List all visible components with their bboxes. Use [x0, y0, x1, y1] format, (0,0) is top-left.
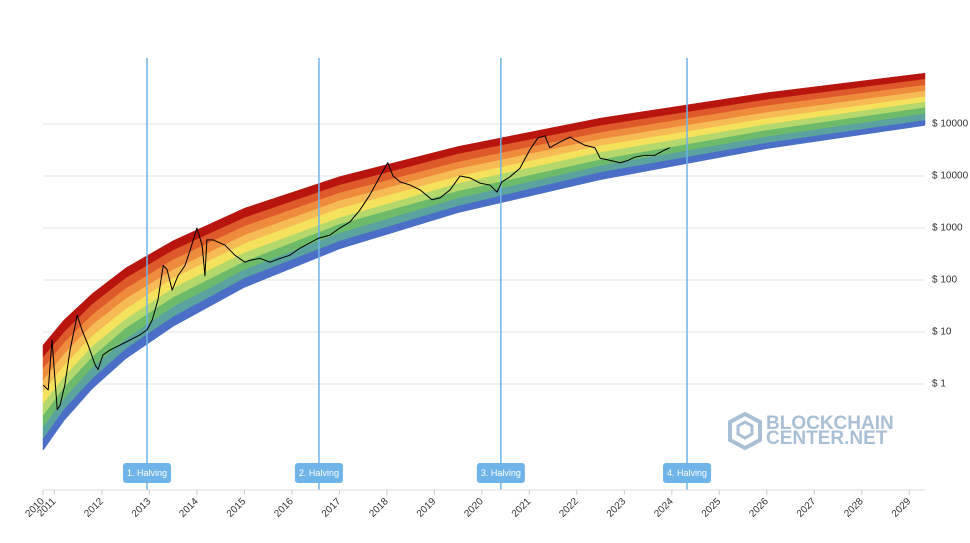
halving-label-bg — [294, 463, 343, 483]
x-tick-label: 2016 — [272, 496, 296, 520]
x-tick-label: 2029 — [890, 496, 914, 520]
x-tick-label: 2014 — [177, 496, 201, 520]
halvings: 1. Halving 2. Halving 3. Halving 4. Halving — [123, 58, 712, 490]
halving-label-bg — [123, 463, 172, 483]
halving-label-box: 3. Halving — [476, 463, 525, 483]
x-tick-label: 2019 — [415, 496, 439, 520]
x-tick-label: 2021 — [510, 496, 534, 520]
x-tick-label: 2022 — [557, 496, 581, 520]
rainbow-band — [42, 72, 926, 358]
price-line — [42, 135, 671, 411]
watermark-line-2: CENTER.NET — [766, 428, 888, 449]
x-tick-label: 2023 — [605, 496, 629, 520]
halving-label-bg — [663, 463, 712, 483]
price — [42, 135, 671, 411]
x-tick-label: 2028 — [842, 496, 866, 520]
y-tick-label: $ 10000 — [932, 171, 969, 182]
y-tick-label: $ 100 — [932, 275, 957, 286]
x-tick-label: 2012 — [82, 496, 106, 520]
halving-label: 2. Halving — [299, 468, 339, 478]
y-tick-label: $ 10000 — [932, 119, 969, 130]
x-tick-label: 2026 — [747, 496, 771, 520]
x-tick-label: 2025 — [700, 496, 724, 520]
x-tick-label: 2018 — [367, 496, 391, 520]
x-tick-label: 2015 — [225, 496, 249, 520]
x-tick-label: 2020 — [462, 496, 486, 520]
x-tick-label: 2017 — [320, 496, 344, 520]
x-tick-label: 2024 — [652, 496, 676, 520]
logo-icon — [728, 411, 762, 451]
y-tick-label: $ 1 — [932, 379, 946, 390]
y-tick-label: $ 1000 — [932, 223, 963, 234]
y-tick-label: $ 10 — [932, 327, 952, 338]
x-tick-label: 2027 — [795, 496, 819, 520]
halving-label: 1. Halving — [127, 468, 167, 478]
halving-label-box: 1. Halving — [123, 463, 172, 483]
halving-label: 3. Halving — [481, 468, 521, 478]
bands — [42, 72, 926, 451]
x-tick-label: 2013 — [130, 496, 154, 520]
halving-label-bg — [476, 463, 525, 483]
halving-label-box: 4. Halving — [663, 463, 712, 483]
watermark-line-1: BLOCKCHAIN — [766, 413, 894, 434]
halving-label: 4. Halving — [667, 468, 707, 478]
halving-label-box: 2. Halving — [294, 463, 343, 483]
band-floor — [42, 124, 926, 451]
